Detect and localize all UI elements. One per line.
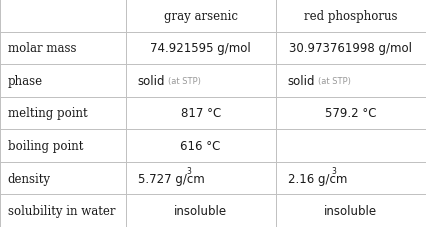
Text: 817 °C: 817 °C bbox=[181, 107, 221, 120]
Text: boiling point: boiling point bbox=[8, 139, 83, 152]
Text: 3: 3 bbox=[332, 167, 337, 176]
Text: 579.2 °C: 579.2 °C bbox=[325, 107, 377, 120]
Text: 616 °C: 616 °C bbox=[181, 139, 221, 152]
Text: phase: phase bbox=[8, 75, 43, 88]
Text: density: density bbox=[8, 172, 51, 185]
Text: insoluble: insoluble bbox=[324, 204, 377, 217]
Text: melting point: melting point bbox=[8, 107, 87, 120]
Text: solid: solid bbox=[138, 75, 165, 88]
Text: 5.727 g/cm: 5.727 g/cm bbox=[138, 172, 204, 185]
Text: gray arsenic: gray arsenic bbox=[164, 10, 238, 23]
Text: 2.16 g/cm: 2.16 g/cm bbox=[288, 172, 347, 185]
Text: 74.921595 g/mol: 74.921595 g/mol bbox=[150, 42, 251, 55]
Text: solid: solid bbox=[288, 75, 315, 88]
Text: (at STP): (at STP) bbox=[318, 76, 351, 86]
Text: molar mass: molar mass bbox=[8, 42, 76, 55]
Text: (at STP): (at STP) bbox=[168, 76, 201, 86]
Text: 3: 3 bbox=[187, 167, 191, 176]
Text: 30.973761998 g/mol: 30.973761998 g/mol bbox=[289, 42, 412, 55]
Text: insoluble: insoluble bbox=[174, 204, 227, 217]
Text: solubility in water: solubility in water bbox=[8, 204, 115, 217]
Text: red phosphorus: red phosphorus bbox=[304, 10, 397, 23]
